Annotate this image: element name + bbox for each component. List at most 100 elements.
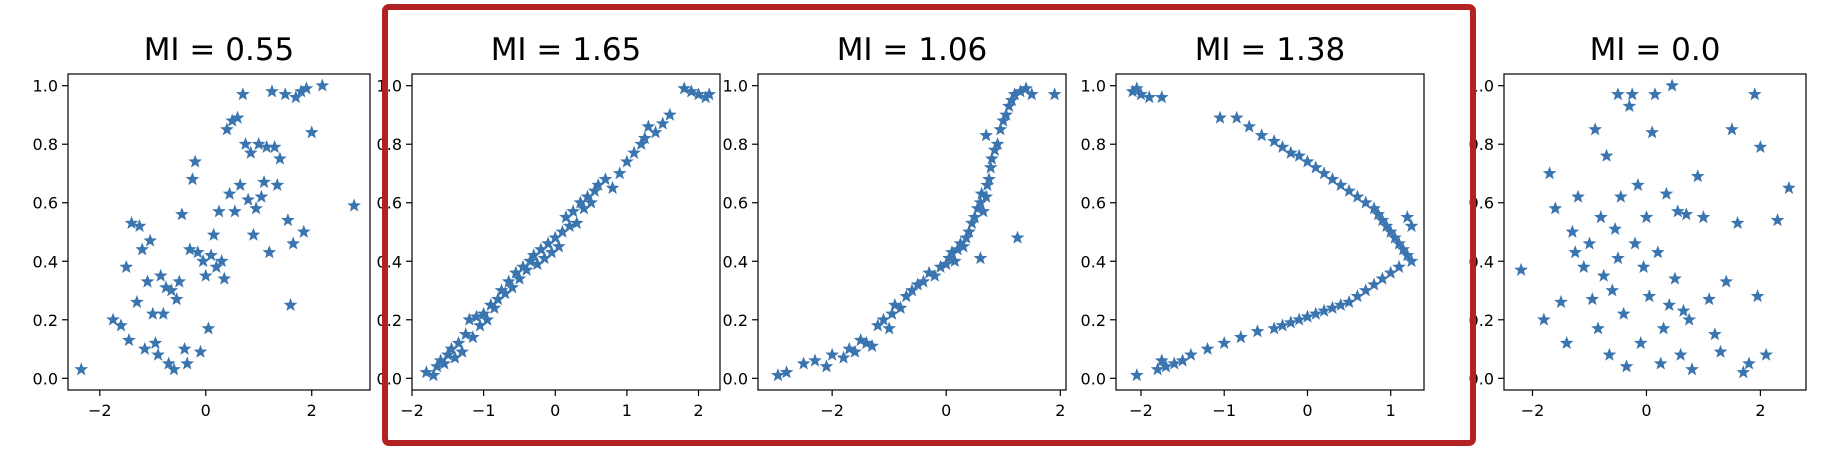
data-point (1007, 87, 1022, 101)
data-point (238, 137, 253, 151)
data-point (1379, 218, 1394, 232)
data-point (270, 177, 285, 192)
data-point (1651, 245, 1665, 259)
data-point (1707, 327, 1722, 341)
data-point (1782, 180, 1796, 194)
data-point (501, 274, 516, 288)
data-point (980, 177, 995, 192)
data-point (1514, 262, 1528, 276)
data-point (473, 318, 487, 332)
data-point (132, 218, 147, 232)
data-point (684, 84, 699, 98)
data-point (212, 204, 226, 218)
data-point (169, 292, 184, 306)
data-points (1514, 78, 1796, 379)
data-point (702, 87, 717, 101)
data-point (1300, 154, 1315, 168)
data-point (1004, 93, 1019, 107)
data-point (1636, 259, 1651, 273)
data-point (976, 204, 991, 218)
data-point (551, 239, 566, 253)
data-point (865, 338, 879, 352)
y-tick-label: 1.0 (723, 77, 748, 96)
data-point (1659, 186, 1674, 200)
data-point (1292, 148, 1306, 162)
data-point (1375, 213, 1390, 227)
data-point (648, 125, 663, 139)
y-tick-label: 0.0 (723, 369, 748, 388)
data-point (1350, 189, 1365, 203)
data-point (698, 90, 713, 104)
data-point (1554, 295, 1568, 309)
x-tick-label: −2 (820, 401, 844, 420)
data-point (1388, 230, 1402, 244)
data-point (566, 204, 581, 218)
data-point (262, 245, 277, 259)
data-point (1142, 90, 1157, 104)
data-point (304, 125, 319, 139)
data-points (419, 81, 717, 382)
data-point (119, 259, 134, 273)
data-point (235, 87, 250, 101)
data-point (1010, 230, 1025, 244)
data-point (257, 175, 271, 189)
data-point (190, 245, 205, 259)
data-point (1642, 289, 1657, 303)
x-tick-label: −2 (1521, 401, 1545, 420)
data-point (278, 87, 293, 101)
data-point (1656, 321, 1671, 335)
data-point (1565, 224, 1580, 238)
data-point (1002, 98, 1016, 113)
data-point (993, 122, 1008, 136)
data-point (973, 195, 988, 209)
data-point (437, 356, 452, 370)
axes-frame (411, 73, 721, 391)
data-point (180, 356, 195, 370)
data-point (288, 90, 303, 104)
data-point (296, 224, 311, 238)
data-point (153, 268, 168, 282)
data-point (130, 295, 144, 309)
y-tick-label: 0.2 (377, 311, 402, 330)
data-point (942, 251, 956, 265)
data-point (537, 251, 552, 265)
data-point (1633, 335, 1648, 350)
data-point (559, 210, 573, 224)
data-point (848, 344, 862, 358)
data-point (1662, 297, 1677, 311)
y-tick-label: 0.0 (1081, 369, 1106, 388)
data-point (555, 224, 570, 238)
data-point (462, 312, 477, 326)
data-point (573, 195, 588, 209)
data-point (996, 113, 1011, 127)
data-point (663, 107, 677, 121)
data-point (1275, 139, 1290, 153)
data-point (562, 218, 577, 232)
data-point (220, 122, 234, 136)
y-tick-label: 1.0 (377, 77, 402, 96)
data-point (455, 344, 469, 358)
data-point (1367, 201, 1381, 215)
data-points (74, 78, 361, 376)
data-point (888, 297, 902, 311)
data-point (637, 131, 652, 145)
data-point (265, 84, 279, 98)
data-point (1605, 283, 1620, 297)
data-point (1013, 84, 1028, 98)
data-point (512, 271, 527, 285)
data-point (1267, 134, 1282, 148)
x-tick-label: 2 (693, 401, 703, 420)
data-point (183, 242, 197, 256)
data-point (448, 350, 462, 364)
data-point (1682, 312, 1697, 326)
y-tick-label: 0.8 (377, 135, 402, 154)
y-tick-label: 1.0 (33, 77, 58, 96)
data-point (526, 248, 541, 262)
data-point (1367, 277, 1381, 291)
data-point (198, 268, 213, 282)
data-point (1696, 210, 1711, 224)
data-point (1047, 87, 1062, 101)
data-point (1396, 242, 1411, 256)
data-point (987, 142, 1002, 156)
